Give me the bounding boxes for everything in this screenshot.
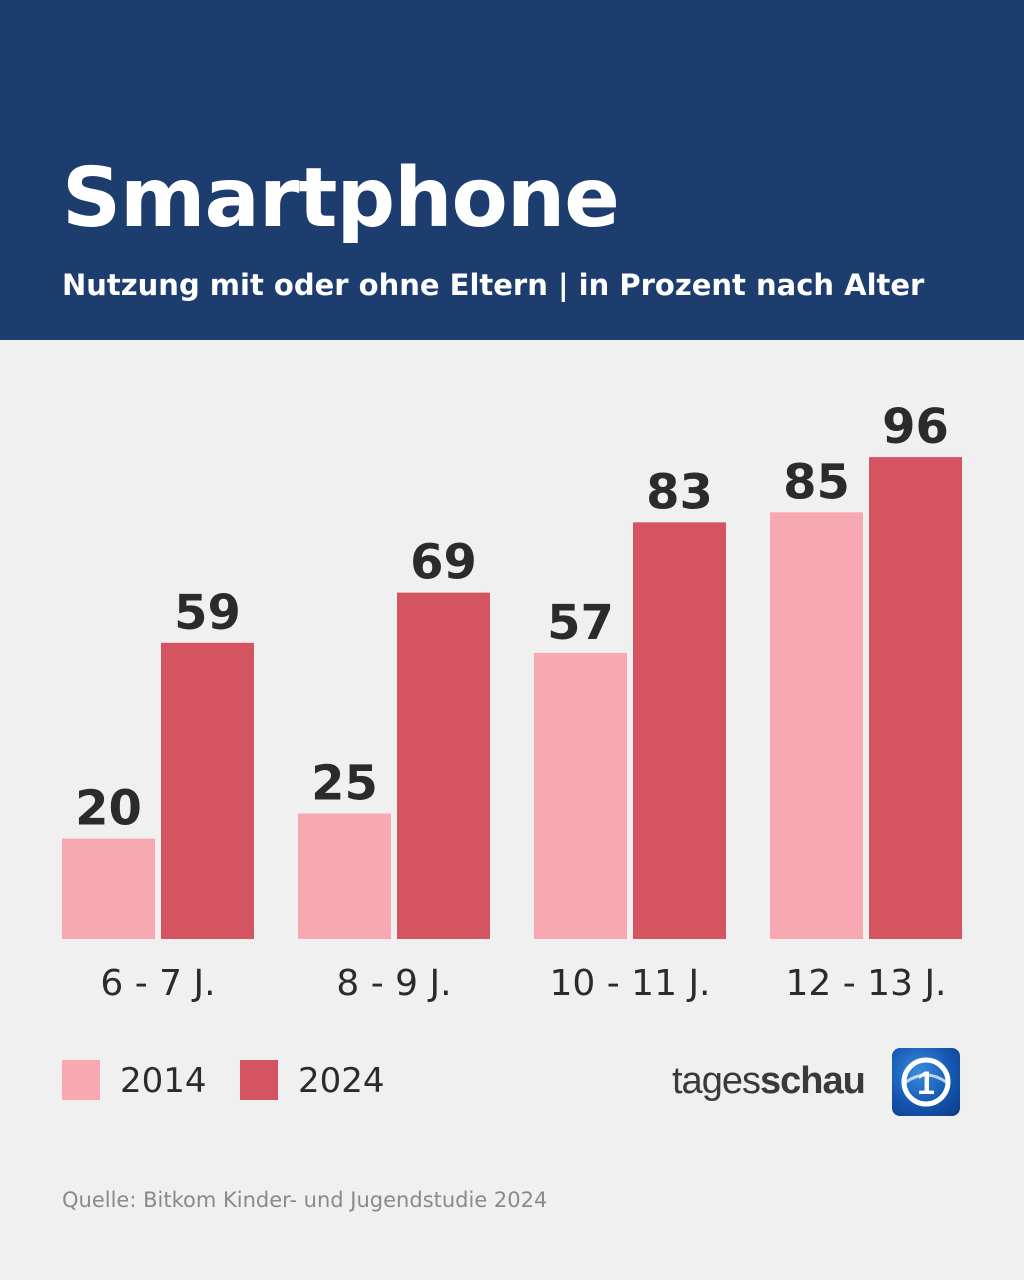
bar-2014-0: [62, 838, 155, 939]
bar-2014-1: [298, 813, 391, 939]
value-label-2014-1: 25: [311, 756, 378, 812]
bar-2024-0: [161, 642, 254, 939]
chart-subtitle: Nutzung mit oder ohne Eltern | in Prozen…: [62, 268, 925, 302]
value-label-2014-3: 85: [783, 454, 850, 510]
category-label-2: 10 - 11 J.: [550, 963, 711, 1004]
ard-one-logo-icon: 1: [892, 1048, 960, 1116]
category-label-1: 8 - 9 J.: [336, 963, 451, 1004]
bar-2024-2: [633, 522, 726, 939]
logo-glyph: 1: [917, 1065, 935, 1101]
value-label-2014-0: 20: [75, 781, 142, 837]
value-label-2014-2: 57: [547, 595, 614, 651]
header-banner: Smartphone Nutzung mit oder ohne Eltern …: [0, 0, 1024, 340]
source-note: Quelle: Bitkom Kinder- und Jugendstudie …: [62, 1188, 548, 1212]
value-label-2024-1: 69: [410, 535, 477, 591]
bar-2014-3: [770, 512, 863, 939]
category-label-0: 6 - 7 J.: [100, 963, 215, 1004]
legend-label-2014: 2014: [120, 1061, 207, 1101]
bar-chart: 20 59 6 - 7 J. 25 69 8 - 9 J. 57 83 10 - 11 J. 85…: [62, 399, 962, 1004]
bar-2014-2: [534, 652, 627, 939]
bar-2024-3: [869, 457, 962, 939]
category-label-3: 12 - 13 J.: [786, 963, 947, 1004]
brand-name-light: tages: [672, 1060, 761, 1102]
legend-swatch-2024: [240, 1060, 278, 1100]
value-label-2024-3: 96: [882, 399, 949, 455]
value-label-2024-0: 59: [174, 585, 241, 641]
value-label-2024-2: 83: [646, 464, 713, 520]
brand-name-bold: schau: [759, 1060, 866, 1102]
legend-swatch-2014: [62, 1060, 100, 1100]
brand-wordmark: tagesschau: [672, 1060, 866, 1103]
tagesschau-brand: tagesschau 1: [672, 1048, 962, 1116]
chart-title: Smartphone: [62, 151, 620, 246]
bar-2024-1: [397, 592, 490, 939]
legend-label-2024: 2024: [298, 1061, 385, 1101]
